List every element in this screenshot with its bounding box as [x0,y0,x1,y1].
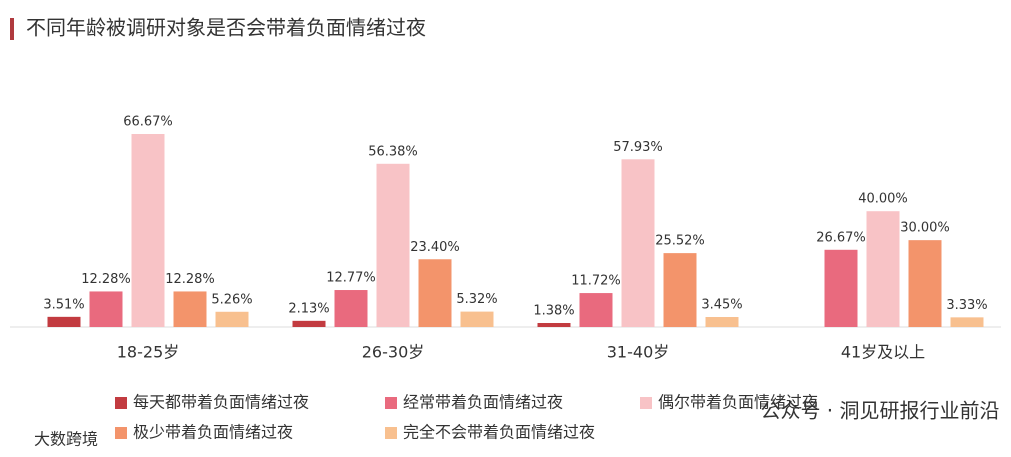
bar [334,290,368,327]
data-label: 3.33% [946,298,987,313]
bar [131,134,165,327]
bar [621,159,655,327]
chart-title: 不同年龄被调研对象是否会带着负面情绪过夜 [26,16,426,40]
legend-label: 每天都带着负面情绪过夜 [133,393,309,412]
bar [215,311,249,327]
bar [705,317,739,327]
data-label: 26.67% [816,230,866,245]
watermark: 大数跨境 [34,430,98,449]
bar [824,249,858,327]
data-label: 12.77% [326,271,376,286]
legend-label: 极少带着负面情绪过夜 [133,423,293,442]
legend-label: 经常带着负面情绪过夜 [403,393,563,412]
legend-label: 偶尔带着负面情绪过夜 [658,393,818,412]
data-label: 66.67% [123,115,173,130]
x-tick-label: 18-25岁 [117,343,180,362]
bar [663,253,697,327]
bar [376,163,410,327]
x-tick-label: 26-30岁 [362,343,425,362]
data-label: 25.52% [655,234,705,249]
legend-label: 完全不会带着负面情绪过夜 [403,423,595,442]
data-label: 3.45% [701,298,742,313]
legend-marker [115,397,127,409]
legend-marker [115,427,127,439]
data-label: 30.00% [900,221,950,236]
bar [866,211,900,327]
bar [579,293,613,327]
title-accent [10,18,14,40]
bar [173,291,207,327]
data-label: 1.38% [533,304,574,319]
data-label: 23.40% [410,240,460,255]
bar [950,317,984,327]
bar [537,323,571,327]
data-label: 57.93% [613,140,663,155]
bar [460,311,494,327]
data-label: 56.38% [368,144,418,159]
bar [418,259,452,327]
data-label: 12.28% [81,272,131,287]
data-label: 11.72% [571,274,621,289]
legend-marker [640,397,652,409]
data-label: 5.26% [211,292,252,307]
legend-marker [385,397,397,409]
legend-marker [385,427,397,439]
bar [292,320,326,327]
data-label: 5.32% [456,292,497,307]
bar [47,316,81,327]
x-tick-label: 31-40岁 [607,343,670,362]
bar [89,291,123,327]
data-label: 40.00% [858,192,908,207]
data-label: 3.51% [43,297,84,312]
bar [908,240,942,327]
data-label: 12.28% [165,272,215,287]
watermark: 公众号 · 洞见研报行业前沿 [760,399,999,423]
data-label: 2.13% [288,301,329,316]
x-tick-label: 41岁及以上 [841,343,925,362]
